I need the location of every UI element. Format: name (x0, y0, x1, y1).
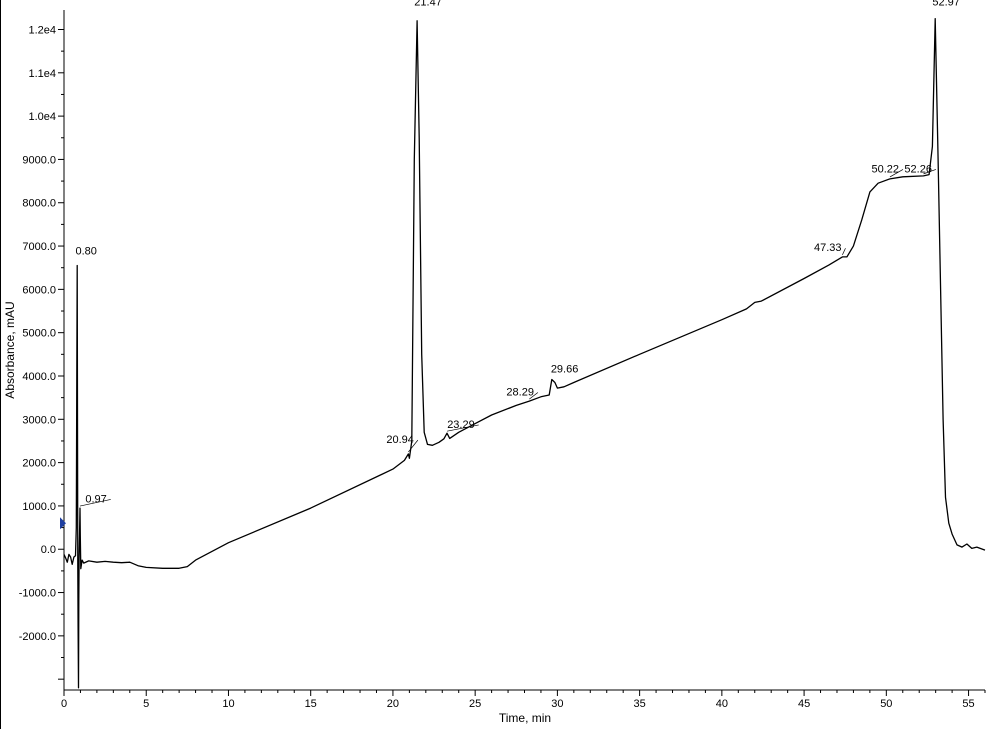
y-tick-label: 0.0 (41, 544, 56, 556)
y-axis-title: Absorbance, mAU (3, 301, 17, 398)
x-tick-label: 40 (716, 698, 728, 710)
y-axis-ticks: 1.2e4 1.1e4 1.0e4 9000.0 8000.0 7000.0 6000.0 5… (19, 24, 64, 680)
peak-label: 29.66 (551, 364, 579, 376)
y-tick-label: 1000.0 (22, 501, 56, 513)
peak-leader-line (529, 392, 539, 400)
baseline-marker-icon[interactable] (60, 517, 66, 530)
peak-label: 23.29 (447, 419, 475, 431)
x-tick-label: 15 (305, 698, 317, 710)
peak-label: 0.80 (76, 246, 97, 258)
y-tick-label: 6000.0 (22, 284, 56, 296)
y-tick-label: 2000.0 (22, 458, 56, 470)
y-tick-label: 4000.0 (22, 371, 56, 383)
peak-label: 47.33 (814, 242, 842, 254)
y-tick-label: 1.1e4 (28, 68, 56, 80)
peak-leader-line (889, 169, 904, 178)
x-tick-label: 30 (551, 698, 563, 710)
x-tick-label: 45 (798, 698, 810, 710)
y-tick-label: 3000.0 (22, 414, 56, 426)
x-tick-label: 35 (634, 698, 646, 710)
x-tick-label: 55 (962, 698, 974, 710)
peak-label: 0.97 (85, 493, 106, 505)
peak-label: 20.94 (386, 434, 414, 446)
y-tick-label: 5000.0 (22, 328, 56, 340)
x-tick-label: 5 (143, 698, 149, 710)
peak-leader-line (446, 424, 479, 432)
peak-label: 21.47 (414, 0, 442, 9)
x-tick-label: 10 (222, 698, 234, 710)
absorbance-trace (63, 18, 986, 689)
y-tick-label: 1.2e4 (28, 24, 56, 36)
y-tick-label: 8000.0 (22, 198, 56, 210)
peak-leader-line (408, 439, 419, 453)
peak-leader-line (842, 248, 846, 256)
x-axis-title: Time, min (499, 711, 551, 725)
peak-leader-line (923, 169, 937, 175)
peak-label: 28.29 (506, 386, 534, 398)
peak-label: 50.22 (872, 163, 900, 175)
y-tick-label: 9000.0 (22, 154, 56, 166)
x-axis-ticks: 0 5 10 15 20 25 30 35 40 45 50 55 (61, 690, 986, 710)
y-tick-label: 7000.0 (22, 241, 56, 253)
x-tick-label: 25 (469, 698, 481, 710)
peak-leader-line (79, 499, 111, 507)
y-tick-label: -2000.0 (19, 631, 56, 643)
x-tick-label: 0 (61, 698, 67, 710)
peak-annotations: 0.80 0.97 20.94 21.47 23.29 28.29 29.66 47.33 50… (76, 0, 960, 507)
y-tick-label: -1000.0 (19, 588, 56, 600)
peak-label: 52.26 (904, 163, 932, 175)
peak-label: 52.97 (932, 0, 960, 9)
y-tick-label: 1.0e4 (28, 111, 56, 123)
x-tick-label: 20 (387, 698, 399, 710)
x-tick-label: 50 (880, 698, 892, 710)
